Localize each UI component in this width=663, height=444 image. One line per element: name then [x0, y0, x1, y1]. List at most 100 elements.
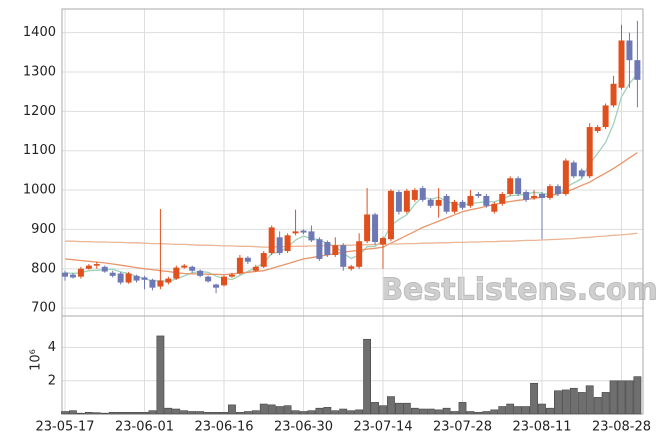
- volume-bar: [283, 405, 292, 415]
- candle-body: [117, 273, 124, 283]
- candle-body: [85, 265, 92, 269]
- candle-body: [546, 186, 553, 198]
- volume-bar: [585, 385, 594, 415]
- candle-body: [213, 284, 220, 288]
- volume-bar: [410, 407, 419, 415]
- candle-body: [602, 105, 609, 128]
- volume-bar: [355, 409, 364, 415]
- volume-bar: [546, 407, 554, 415]
- candle-body: [539, 193, 545, 198]
- candle-body: [491, 203, 498, 212]
- candle-body: [515, 178, 522, 194]
- volume-bar: [498, 406, 507, 415]
- volume-bar: [100, 412, 109, 415]
- volume-bar: [196, 411, 205, 415]
- volume-bar: [514, 406, 523, 415]
- candle-body: [578, 170, 585, 177]
- candle-body: [562, 160, 569, 194]
- candle-body: [276, 237, 283, 254]
- candle-body: [348, 266, 355, 269]
- volume-bar: [633, 376, 642, 415]
- candle-body: [101, 266, 108, 272]
- candle-body: [236, 257, 243, 274]
- candle-body: [395, 192, 402, 212]
- candle-body: [419, 188, 426, 200]
- volume-bar: [371, 402, 379, 415]
- volume-bar: [220, 412, 228, 415]
- candle-body: [316, 239, 323, 259]
- volume-bar: [402, 402, 411, 415]
- volume-bar: [188, 411, 197, 415]
- volume-bar: [577, 392, 586, 415]
- volume-bar: [132, 412, 141, 415]
- candle-body: [411, 190, 418, 200]
- candle-body: [467, 195, 474, 206]
- candle-body: [197, 270, 204, 276]
- candle-body: [221, 276, 227, 286]
- moving-average: [64, 73, 638, 283]
- candle-body: [387, 190, 394, 240]
- candle-body: [62, 272, 68, 277]
- x-tick-label: 23-05-17: [35, 420, 94, 435]
- candle-body: [149, 279, 156, 288]
- volume-bar: [164, 407, 173, 415]
- volume-bar: [124, 412, 133, 415]
- volume-bar: [593, 397, 602, 415]
- candle-body: [435, 199, 442, 206]
- candle-body: [459, 201, 466, 208]
- volume-bar: [474, 412, 483, 415]
- candle-body: [451, 201, 458, 212]
- volume-bar: [84, 412, 93, 415]
- volume-bar: [379, 405, 387, 415]
- candle-body: [109, 272, 116, 276]
- volume-bar: [180, 410, 189, 415]
- candle-body: [244, 257, 251, 262]
- volume-bar: [331, 410, 340, 415]
- volume-bar: [442, 407, 451, 415]
- volume-bar: [561, 389, 570, 415]
- volume-bar: [617, 380, 626, 415]
- volume-bar: [92, 412, 101, 415]
- volume-bar: [426, 408, 435, 415]
- volume-bar: [243, 411, 252, 415]
- candle-body: [380, 238, 386, 245]
- candle-body: [618, 40, 625, 88]
- volume-bar: [530, 382, 538, 415]
- x-tick-label: 23-08-28: [592, 420, 651, 435]
- y-tick-label: 700: [31, 301, 56, 316]
- volume-bar: [228, 404, 236, 415]
- candle-body: [292, 231, 299, 234]
- candle-body: [165, 278, 172, 283]
- candle-body: [594, 127, 601, 132]
- candle-body: [364, 214, 371, 242]
- candle-body: [356, 241, 363, 267]
- volume-bar: [204, 412, 212, 415]
- volume-axis-label: 10⁶: [29, 349, 44, 371]
- candle-body: [332, 245, 339, 255]
- candle-body: [77, 268, 84, 277]
- volume-bar: [553, 390, 562, 415]
- candle-body: [252, 266, 259, 271]
- volume-bar: [315, 407, 324, 415]
- volume-bar: [140, 412, 149, 415]
- volume-bar: [259, 403, 268, 415]
- y2-tick-label: 2: [48, 373, 56, 388]
- candle-body: [268, 227, 275, 254]
- candle-body: [634, 60, 641, 80]
- volume-bar: [490, 409, 499, 415]
- volume-bar: [609, 380, 618, 415]
- volume-bar: [466, 411, 475, 415]
- moving-average: [64, 152, 638, 276]
- volume-bar: [323, 407, 332, 415]
- candle-body: [205, 276, 212, 282]
- volume-bar: [625, 380, 634, 415]
- volume-bar: [148, 410, 157, 415]
- candle-body: [427, 199, 434, 206]
- x-tick-label: 23-06-16: [194, 420, 253, 435]
- candle-body: [181, 265, 188, 268]
- volume-bar: [77, 412, 85, 415]
- volume-bar: [538, 403, 546, 415]
- volume-bar: [267, 404, 276, 415]
- volume-bar: [61, 411, 69, 415]
